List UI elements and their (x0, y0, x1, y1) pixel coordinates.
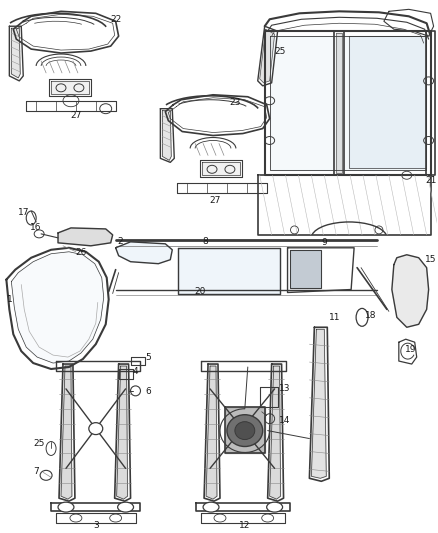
Text: 21: 21 (425, 176, 436, 185)
Text: 25: 25 (274, 46, 285, 55)
Ellipse shape (89, 423, 103, 434)
Polygon shape (311, 329, 326, 478)
Polygon shape (349, 36, 426, 168)
Text: 27: 27 (70, 111, 81, 120)
Text: 15: 15 (425, 255, 436, 264)
Polygon shape (58, 228, 113, 246)
Ellipse shape (110, 514, 122, 522)
Ellipse shape (58, 502, 74, 512)
Polygon shape (116, 242, 172, 264)
Text: 23: 23 (229, 98, 240, 107)
Text: 26: 26 (75, 248, 87, 257)
Polygon shape (392, 255, 429, 327)
Ellipse shape (203, 502, 219, 512)
Text: 2: 2 (118, 237, 124, 246)
Polygon shape (51, 81, 89, 94)
Text: 8: 8 (202, 237, 208, 246)
Ellipse shape (118, 502, 134, 512)
Polygon shape (162, 111, 171, 160)
Polygon shape (178, 248, 279, 295)
Polygon shape (117, 366, 127, 499)
Ellipse shape (235, 422, 255, 440)
Ellipse shape (267, 502, 283, 512)
Text: 27: 27 (209, 196, 221, 205)
Polygon shape (260, 29, 275, 83)
Polygon shape (202, 163, 240, 175)
Text: 9: 9 (321, 238, 327, 247)
Text: 6: 6 (145, 387, 151, 397)
Text: 4: 4 (133, 367, 138, 376)
Polygon shape (225, 407, 265, 454)
Text: 18: 18 (365, 311, 377, 320)
Text: 25: 25 (33, 439, 45, 448)
Text: 11: 11 (328, 313, 340, 322)
Polygon shape (11, 252, 104, 363)
Text: 22: 22 (110, 15, 121, 24)
Text: 13: 13 (279, 384, 290, 393)
Polygon shape (61, 366, 72, 499)
Text: 12: 12 (239, 521, 251, 530)
Text: 1: 1 (7, 295, 12, 304)
Text: 3: 3 (93, 521, 99, 530)
Ellipse shape (262, 514, 274, 522)
Text: 16: 16 (30, 223, 42, 232)
Text: 17: 17 (18, 207, 29, 216)
Text: 19: 19 (405, 345, 417, 353)
Ellipse shape (227, 415, 263, 447)
Polygon shape (270, 36, 426, 171)
Polygon shape (290, 250, 321, 287)
Ellipse shape (214, 514, 226, 522)
Text: 20: 20 (194, 287, 206, 296)
Ellipse shape (70, 514, 82, 522)
Polygon shape (270, 366, 281, 499)
Text: 14: 14 (279, 416, 290, 425)
Text: 5: 5 (145, 353, 151, 361)
Polygon shape (336, 33, 342, 173)
Polygon shape (206, 366, 217, 499)
Ellipse shape (235, 423, 249, 434)
Text: 7: 7 (33, 467, 39, 476)
Polygon shape (11, 28, 20, 78)
